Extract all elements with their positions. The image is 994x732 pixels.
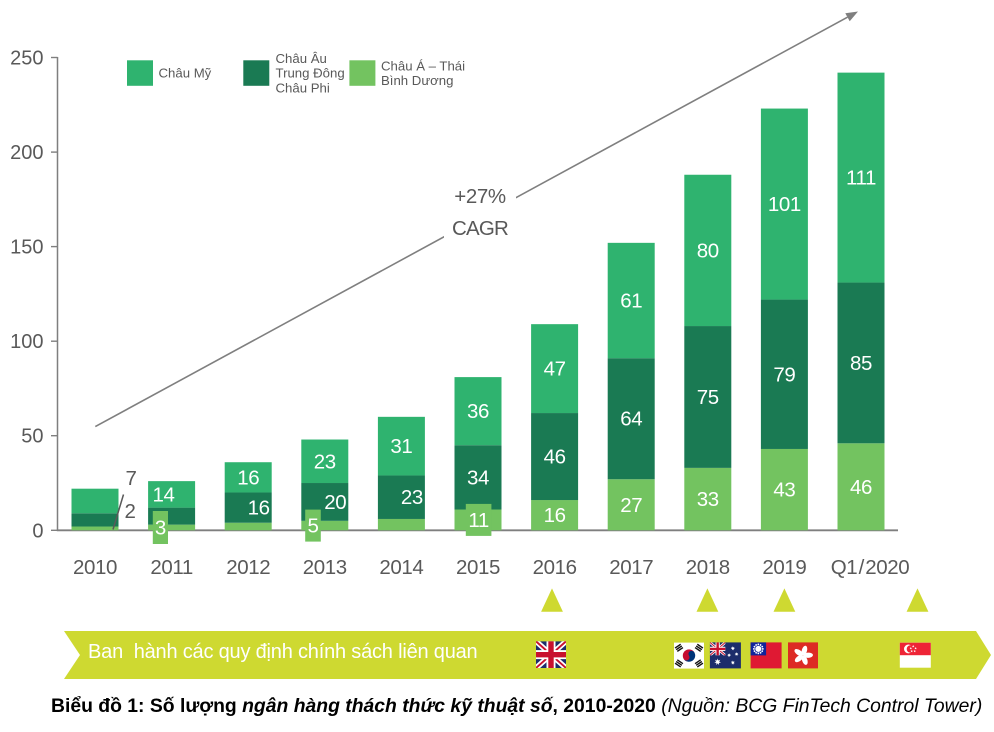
svg-text:20: 20 <box>324 491 346 514</box>
svg-text:250: 250 <box>10 48 43 70</box>
svg-text:7: 7 <box>125 467 136 490</box>
svg-text:61: 61 <box>620 290 642 313</box>
svg-text:75: 75 <box>697 386 719 409</box>
svg-text:50: 50 <box>21 426 43 448</box>
svg-text:2017: 2017 <box>609 556 653 579</box>
svg-text:Châu Á – Thái: Châu Á – Thái <box>381 58 465 73</box>
svg-text:5: 5 <box>307 515 318 538</box>
svg-text:100: 100 <box>10 331 43 353</box>
svg-text:64: 64 <box>620 408 642 431</box>
svg-text:11: 11 <box>468 509 488 532</box>
svg-text:0: 0 <box>32 520 43 542</box>
svg-text:2016: 2016 <box>533 556 577 579</box>
svg-text:79: 79 <box>773 363 795 386</box>
svg-text:27: 27 <box>620 494 642 517</box>
svg-text:43: 43 <box>773 479 795 502</box>
svg-text:Ban hành các quy định chính s: Ban hành các quy định chính sách liên qu… <box>88 641 477 663</box>
svg-text:34: 34 <box>467 466 489 489</box>
svg-text:80: 80 <box>697 239 719 262</box>
svg-text:2015: 2015 <box>456 556 500 579</box>
svg-text:CAGR: CAGR <box>452 217 508 240</box>
svg-text:+27%: +27% <box>454 185 506 208</box>
svg-text:Châu Phi: Châu Phi <box>276 80 330 95</box>
svg-text:101: 101 <box>768 193 801 216</box>
svg-text:46: 46 <box>850 476 872 499</box>
svg-text:Trung Đông: Trung Đông <box>276 66 345 81</box>
svg-text:2019: 2019 <box>762 556 806 579</box>
svg-text:16: 16 <box>544 504 566 527</box>
svg-text:150: 150 <box>10 237 43 259</box>
svg-text:2012: 2012 <box>226 556 270 579</box>
svg-text:2010: 2010 <box>73 556 117 579</box>
svg-text:2011: 2011 <box>150 556 192 579</box>
svg-text:31: 31 <box>390 435 412 458</box>
svg-text:2: 2 <box>124 500 135 523</box>
svg-text:Châu Mỹ: Châu Mỹ <box>159 66 212 81</box>
svg-text:2014: 2014 <box>379 556 423 579</box>
svg-text:2013: 2013 <box>303 556 347 579</box>
svg-text:47: 47 <box>544 358 566 381</box>
svg-text:Bình Dương: Bình Dương <box>381 73 453 88</box>
svg-text:3: 3 <box>155 517 166 540</box>
svg-text:23: 23 <box>314 450 336 473</box>
svg-text:111: 111 <box>846 167 876 190</box>
svg-text:33: 33 <box>697 488 719 511</box>
svg-text:16: 16 <box>237 466 259 489</box>
svg-text:14: 14 <box>152 483 174 506</box>
svg-text:Biểu đồ 1: Số lượng ngân hàng: Biểu đồ 1: Số lượng ngân hàng thách thức… <box>51 695 982 717</box>
svg-text:16: 16 <box>248 497 270 520</box>
svg-text:46: 46 <box>544 446 566 469</box>
svg-text:36: 36 <box>467 400 489 423</box>
svg-text:23: 23 <box>401 486 423 509</box>
svg-text:Q1 / 2020: Q1 / 2020 <box>831 556 909 579</box>
svg-text:85: 85 <box>850 352 872 375</box>
svg-text:200: 200 <box>10 142 43 164</box>
svg-text:Châu Âu: Châu Âu <box>276 51 327 66</box>
svg-text:2018: 2018 <box>686 556 730 579</box>
